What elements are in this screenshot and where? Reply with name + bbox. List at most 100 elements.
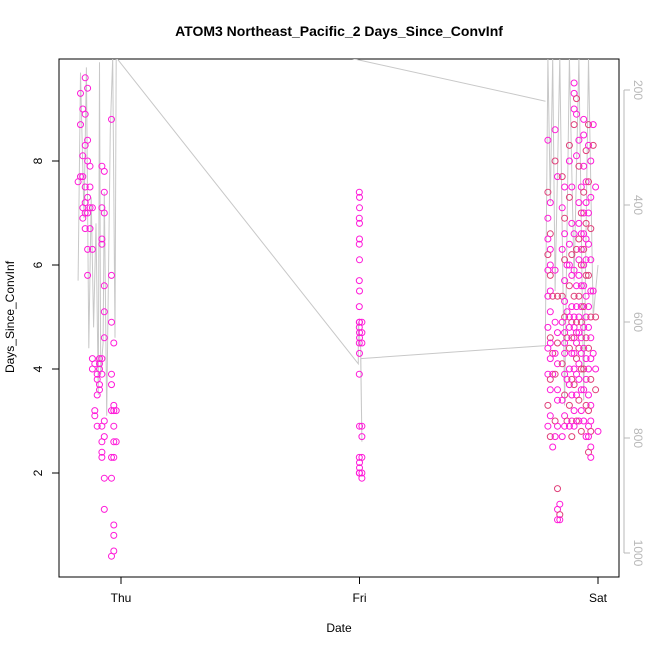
data-point [585, 271, 592, 279]
data-point [358, 469, 366, 477]
y2-tick-label: 1000 [631, 540, 645, 567]
data-point [565, 282, 573, 290]
data-point [582, 355, 590, 363]
data-point [558, 204, 566, 212]
data-point [356, 422, 363, 430]
data-point [358, 422, 366, 430]
data-point [81, 183, 89, 191]
data-point [575, 292, 583, 300]
data-point [589, 349, 597, 357]
data-point [582, 219, 590, 227]
data-point [585, 323, 592, 331]
data-point [546, 334, 554, 342]
data-point [108, 381, 115, 389]
data-point [551, 349, 559, 357]
data-point [355, 303, 363, 311]
data-point [570, 266, 578, 274]
data-point [108, 474, 115, 482]
data-point [558, 433, 566, 441]
data-point [587, 225, 595, 233]
data-point [580, 365, 588, 373]
data-point [573, 110, 580, 118]
data-point [565, 365, 573, 373]
data-point [577, 282, 585, 290]
data-point [84, 84, 92, 92]
data-point [544, 323, 552, 331]
data-point [585, 344, 592, 352]
data-point [587, 256, 595, 264]
data-point [587, 193, 595, 201]
data-point [356, 193, 363, 201]
chart-title: ATOM3 Northeast_Pacific_2 Days_Since_Con… [175, 23, 503, 39]
data-point [546, 412, 554, 420]
data-point [568, 251, 576, 259]
y2-tick-label: 800 [631, 428, 645, 448]
data-point [575, 417, 583, 425]
data-point [355, 339, 363, 347]
data-point [565, 193, 573, 201]
data-point [544, 251, 552, 259]
data-point [565, 381, 573, 389]
data-point [91, 360, 99, 368]
y2-tick-label: 600 [631, 312, 645, 332]
data-point [558, 318, 566, 326]
data-point [98, 448, 106, 456]
data-point [86, 204, 94, 212]
data-point [108, 115, 115, 123]
data-point [77, 121, 84, 129]
data-point [554, 422, 561, 430]
y-tick-label: 8 [31, 157, 45, 164]
data-point [580, 188, 588, 196]
data-point [577, 334, 585, 342]
data-point [585, 209, 592, 217]
data-point [580, 282, 588, 290]
data-point [98, 355, 106, 363]
x-axis: Thu Fri Sat [111, 577, 608, 605]
data-point [358, 474, 366, 482]
x-tick-label: Thu [111, 591, 132, 605]
data-point [558, 360, 566, 368]
data-point [93, 391, 101, 399]
data-point [88, 204, 96, 212]
data-point [554, 360, 561, 368]
data-point [568, 334, 576, 342]
data-point [565, 261, 573, 269]
data-point [577, 261, 585, 269]
data-point [575, 219, 583, 227]
data-point [544, 344, 552, 352]
data-point [565, 240, 573, 248]
data-point [549, 370, 557, 378]
data-point [549, 292, 557, 300]
data-point [100, 505, 108, 513]
data-point [573, 152, 580, 160]
data-point [544, 235, 552, 243]
data-point [561, 422, 569, 430]
data-point [98, 370, 106, 378]
data-point [546, 199, 554, 207]
data-point [561, 183, 569, 191]
data-point [580, 323, 588, 331]
data-point [585, 303, 592, 311]
data-point [554, 329, 561, 337]
data-point [100, 334, 108, 342]
data-point [556, 516, 564, 524]
data-point [585, 391, 592, 399]
data-point [570, 381, 578, 389]
data-point [100, 282, 108, 290]
data-point [568, 303, 576, 311]
data-point [565, 157, 573, 165]
data-point [565, 323, 573, 331]
data-point [98, 422, 106, 430]
data-point [551, 126, 559, 134]
data-point [96, 381, 103, 389]
data-point [110, 407, 118, 415]
data-point [108, 552, 115, 560]
data-point [358, 453, 366, 461]
data-point [558, 173, 566, 181]
plot-area [58, 58, 620, 578]
x-axis-label: Date [326, 621, 352, 635]
points-layer [74, 74, 602, 560]
data-point [577, 427, 585, 435]
data-point [358, 433, 366, 441]
data-point [110, 453, 118, 461]
